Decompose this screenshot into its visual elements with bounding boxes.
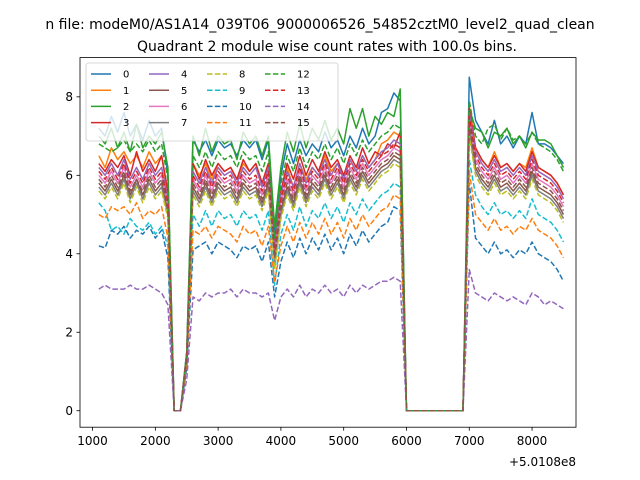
legend-label-1: 1 xyxy=(123,86,129,97)
legend-label-3: 3 xyxy=(123,118,129,129)
y-axis: 0 2 4 6 8 xyxy=(65,90,80,418)
x-tick-label: 4000 xyxy=(266,434,297,448)
legend-label-6: 6 xyxy=(181,102,187,113)
legend-label-0: 0 xyxy=(123,70,129,81)
x-tick-label: 7000 xyxy=(454,434,485,448)
legend-label-13: 13 xyxy=(297,86,310,97)
legend-label-8: 8 xyxy=(239,70,245,81)
y-tick-label: 2 xyxy=(65,326,73,340)
series-layer xyxy=(98,76,565,412)
chart-title: Quadrant 2 module wise count rates with … xyxy=(137,39,517,55)
legend-label-2: 2 xyxy=(123,102,129,113)
y-tick-label: 8 xyxy=(65,90,73,104)
x-tick-label: 1000 xyxy=(77,434,108,448)
x-tick-label: 2000 xyxy=(140,434,171,448)
legend-label-14: 14 xyxy=(297,102,310,113)
legend-label-4: 4 xyxy=(181,70,187,81)
legend-label-5: 5 xyxy=(181,86,187,97)
legend-label-12: 12 xyxy=(297,70,310,81)
x-tick-label: 3000 xyxy=(203,434,234,448)
plot-frame xyxy=(79,57,577,428)
legend-label-9: 9 xyxy=(239,86,245,97)
x-tick-label: 6000 xyxy=(391,434,422,448)
legend-label-11: 11 xyxy=(239,118,252,129)
x-axis: 1000 2000 3000 4000 5000 6000 7000 8000 xyxy=(77,427,547,448)
series-line-15 xyxy=(98,123,565,412)
y-tick-label: 6 xyxy=(65,169,73,183)
legend-label-7: 7 xyxy=(181,118,187,129)
x-axis-offset-label: +5.0108e8 xyxy=(509,455,576,469)
figure-suptitle: n file: modeM0/AS1A14_039T06_9000006526_… xyxy=(45,17,594,33)
legend-label-15: 15 xyxy=(297,118,310,129)
legend-label-10: 10 xyxy=(239,102,252,113)
series-line-10 xyxy=(98,182,565,412)
series-line-8 xyxy=(98,135,565,412)
x-tick-label: 8000 xyxy=(517,434,548,448)
x-tick-label: 5000 xyxy=(328,434,359,448)
legend-box xyxy=(85,62,339,142)
y-tick-label: 4 xyxy=(65,247,73,261)
y-tick-label: 0 xyxy=(65,404,73,418)
